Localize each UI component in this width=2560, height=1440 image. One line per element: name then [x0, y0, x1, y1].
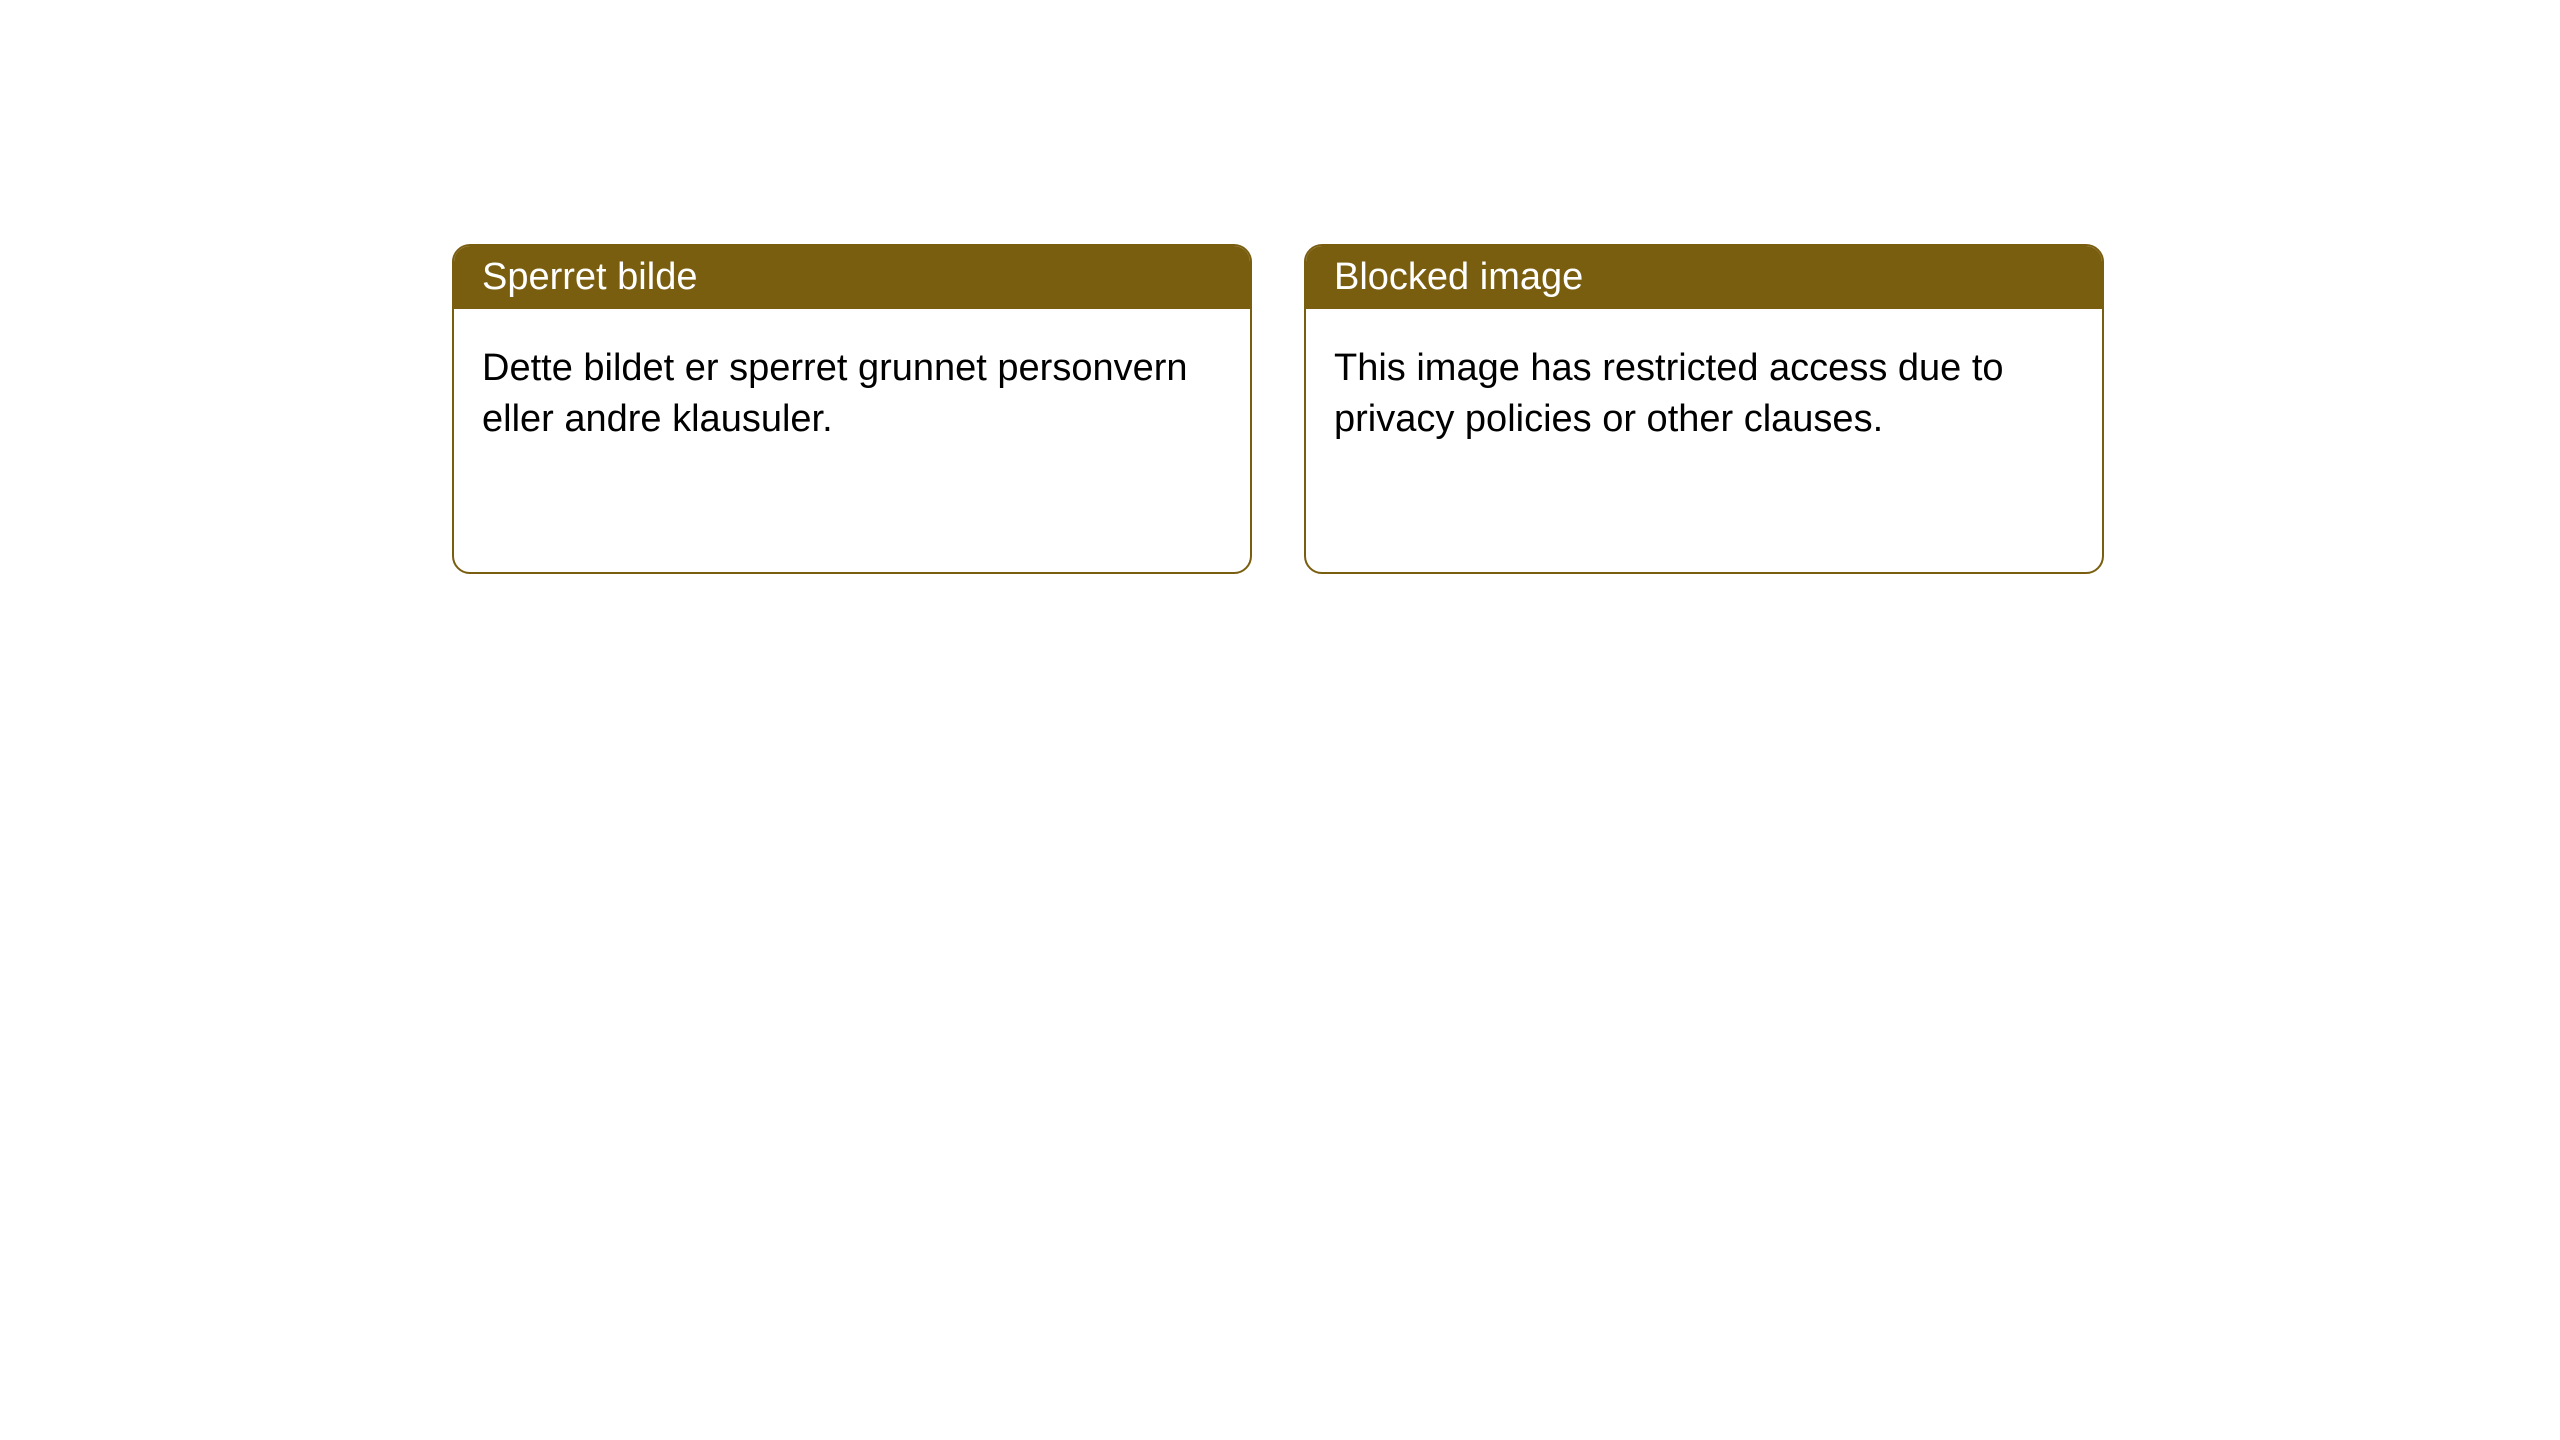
- card-header: Blocked image: [1306, 246, 2102, 309]
- notice-card-norwegian: Sperret bilde Dette bildet er sperret gr…: [452, 244, 1252, 574]
- card-body: Dette bildet er sperret grunnet personve…: [454, 309, 1250, 480]
- card-header-title: Sperret bilde: [482, 256, 697, 298]
- card-body-text: This image has restricted access due to …: [1334, 347, 2004, 440]
- card-header-title: Blocked image: [1334, 256, 1583, 298]
- card-body: This image has restricted access due to …: [1306, 309, 2102, 480]
- card-body-text: Dette bildet er sperret grunnet personve…: [482, 347, 1188, 440]
- notice-container: Sperret bilde Dette bildet er sperret gr…: [0, 0, 2560, 574]
- notice-card-english: Blocked image This image has restricted …: [1304, 244, 2104, 574]
- card-header: Sperret bilde: [454, 246, 1250, 309]
